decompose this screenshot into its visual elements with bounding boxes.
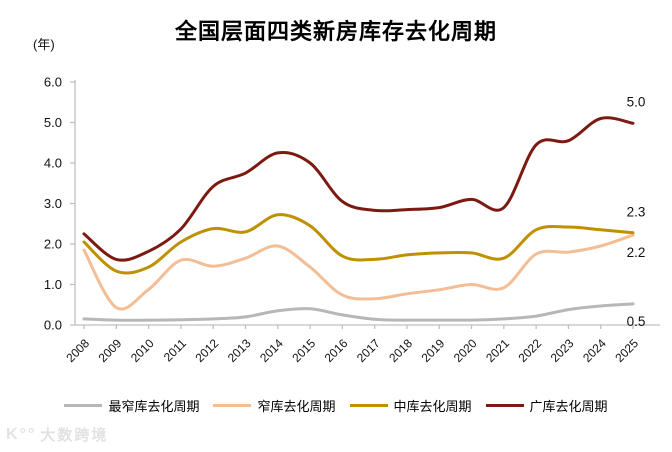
x-tick-label: 2013 [225, 336, 254, 365]
x-tick-label: 2014 [257, 336, 286, 365]
series-end-label: 5.0 [627, 94, 646, 109]
x-tick-label: 2020 [451, 336, 480, 365]
y-tick-label: 4.0 [44, 156, 62, 171]
watermark-text: 大数跨境 [40, 427, 109, 444]
x-tick-label: 2023 [548, 336, 577, 365]
x-tick-label: 2019 [419, 336, 448, 365]
x-tick-label: 2011 [161, 336, 189, 364]
x-tick-label: 2017 [354, 336, 383, 365]
series-end-label: 2.2 [627, 245, 646, 260]
y-axis-unit-label: (年) [33, 37, 55, 52]
legend-label-narrow: 窄库去化周期 [257, 399, 336, 414]
legend-label-medium: 中库去化周期 [393, 399, 472, 414]
y-tick-label: 0.0 [44, 318, 62, 333]
x-tick-label: 2018 [386, 336, 415, 365]
x-tick-label: 2009 [96, 336, 125, 365]
y-tick-label: 1.0 [44, 277, 62, 292]
watermark-logo-icon: K°° [6, 425, 37, 443]
legend-item-broad: 广库去化周期 [485, 396, 608, 415]
series-line-3 [82, 116, 635, 262]
legend-label-narrowest: 最窄库去化周期 [108, 399, 200, 414]
series-end-label: 0.5 [627, 314, 646, 329]
legend-label-broad: 广库去化周期 [529, 399, 608, 414]
x-tick-label: 2022 [515, 336, 544, 365]
x-tick-label: 2016 [322, 336, 351, 365]
chart-title: 全国层面四类新房库存去化周期 [174, 19, 497, 44]
y-tick-label: 5.0 [44, 115, 62, 130]
y-tick-label: 3.0 [44, 196, 62, 211]
x-tick-label: 2025 [612, 336, 641, 365]
legend: 最窄库去化周期 窄库去化周期 中库去化周期 广库去化周期 [0, 396, 672, 415]
x-tick-label: 2012 [193, 336, 222, 365]
x-tick-label: 2021 [483, 336, 512, 365]
x-tick-label: 2008 [63, 336, 92, 365]
x-tick-label: 2010 [128, 336, 157, 365]
series-line-0 [82, 302, 635, 322]
legend-swatch-narrow [213, 404, 252, 407]
y-tick-label: 6.0 [44, 75, 62, 90]
legend-swatch-narrowest [64, 404, 103, 407]
series-end-label: 2.3 [627, 205, 646, 220]
legend-swatch-broad [485, 404, 524, 407]
y-tick-label: 2.0 [44, 237, 62, 252]
series-line-2 [82, 213, 635, 275]
x-tick-label: 2024 [580, 336, 609, 365]
legend-item-narrowest: 最窄库去化周期 [64, 396, 199, 415]
x-tick-label: 2015 [289, 336, 318, 365]
series-line-1 [82, 233, 635, 311]
legend-item-medium: 中库去化周期 [349, 396, 472, 415]
legend-swatch-medium [349, 404, 388, 407]
watermark: K°° 大数跨境 [6, 424, 108, 445]
legend-item-narrow: 窄库去化周期 [213, 396, 336, 415]
